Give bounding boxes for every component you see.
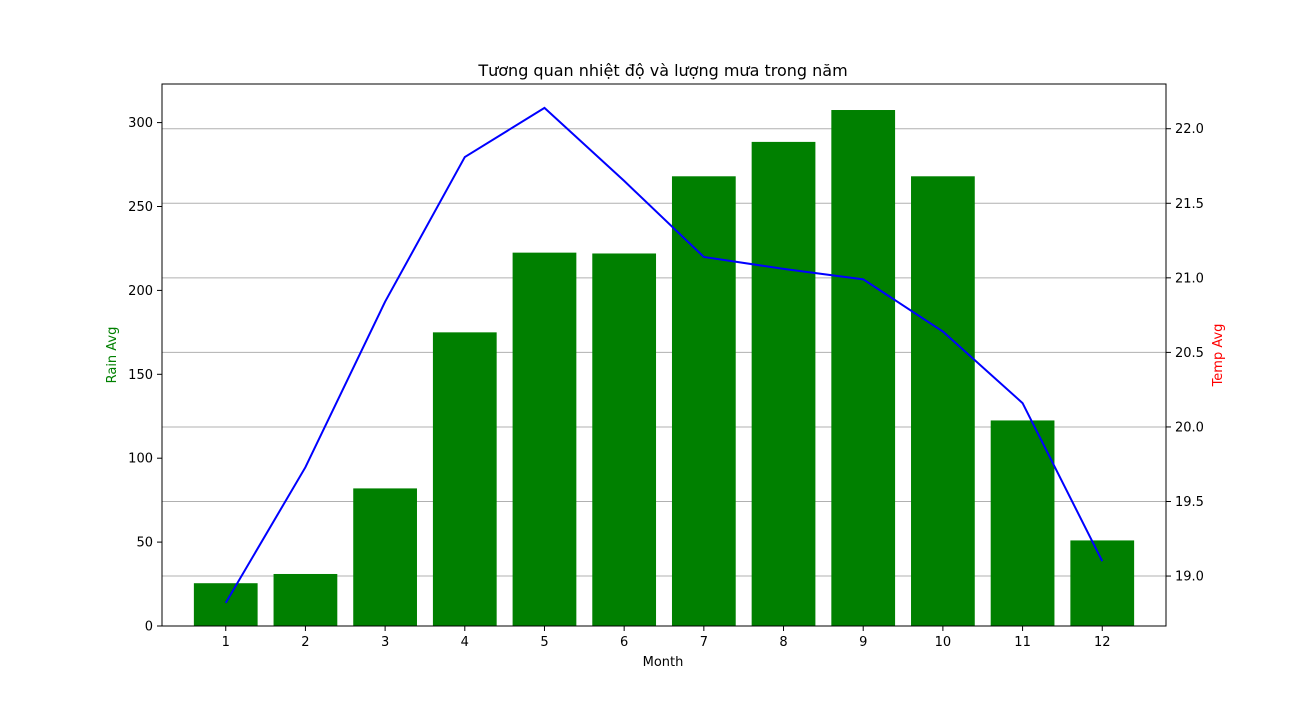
x-tick-label: 1 bbox=[222, 635, 230, 650]
x-tick-label: 5 bbox=[540, 635, 548, 650]
x-tick-label: 11 bbox=[1014, 635, 1031, 650]
bars bbox=[193, 110, 1135, 627]
y-left-tick-label: 100 bbox=[128, 452, 153, 467]
chart-title: Tương quan nhiệt độ và lượng mưa trong n… bbox=[477, 61, 847, 80]
x-tick-label: 4 bbox=[461, 635, 469, 650]
x-tick-label: 7 bbox=[700, 635, 708, 650]
temperature-polyline bbox=[224, 106, 1104, 604]
y-left-tick-label: 250 bbox=[128, 200, 153, 215]
y-right-tick-label: 20.5 bbox=[1175, 346, 1204, 361]
y-left-tick-label: 50 bbox=[136, 536, 153, 551]
y-left-tick-label: 0 bbox=[145, 620, 153, 635]
y-left-tick-label: 300 bbox=[128, 116, 153, 131]
bar bbox=[353, 488, 417, 626]
bar bbox=[751, 141, 816, 626]
y-left-tick-label: 150 bbox=[128, 368, 153, 383]
bar bbox=[193, 583, 258, 626]
x-axis: 1 2 3 4 5 6 7 8 9 10 11 12 bbox=[222, 626, 1111, 650]
y-axis-right: 19.0 19.5 20.0 20.5 21.0 21.5 22.0 bbox=[1166, 122, 1204, 585]
x-tick-label: 8 bbox=[779, 635, 787, 650]
x-tick-label: 10 bbox=[935, 635, 952, 650]
temperature-line bbox=[224, 106, 1104, 604]
bar bbox=[1070, 540, 1135, 626]
bar bbox=[671, 176, 736, 626]
x-tick-label: 9 bbox=[859, 635, 867, 650]
bar bbox=[512, 252, 577, 626]
y-right-tick-label: 19.0 bbox=[1175, 570, 1204, 585]
grid-lines bbox=[162, 128, 1166, 577]
bar bbox=[592, 253, 657, 627]
y-right-tick-label: 20.0 bbox=[1175, 420, 1204, 435]
bar bbox=[990, 420, 1055, 626]
y-axis-left: 0 50 100 150 200 250 300 bbox=[128, 116, 162, 635]
y-right-tick-label: 21.0 bbox=[1175, 271, 1204, 286]
bar bbox=[432, 332, 497, 626]
bar bbox=[911, 176, 975, 626]
bar bbox=[273, 573, 338, 626]
x-tick-label: 2 bbox=[301, 635, 309, 650]
bar bbox=[831, 110, 896, 627]
y-right-tick-label: 22.0 bbox=[1175, 122, 1204, 137]
x-tick-label: 3 bbox=[381, 635, 389, 650]
x-tick-label: 12 bbox=[1094, 635, 1111, 650]
y-left-tick-label: 200 bbox=[128, 284, 153, 299]
y-right-tick-label: 19.5 bbox=[1175, 495, 1204, 510]
x-axis-label: Month bbox=[643, 655, 684, 670]
y-axis-label-left: Rain Avg bbox=[105, 327, 120, 384]
y-axis-label-right: Temp Avg bbox=[1211, 324, 1226, 388]
y-right-tick-label: 21.5 bbox=[1175, 197, 1204, 212]
x-tick-label: 6 bbox=[620, 635, 628, 650]
plot-frame bbox=[161, 83, 1167, 627]
